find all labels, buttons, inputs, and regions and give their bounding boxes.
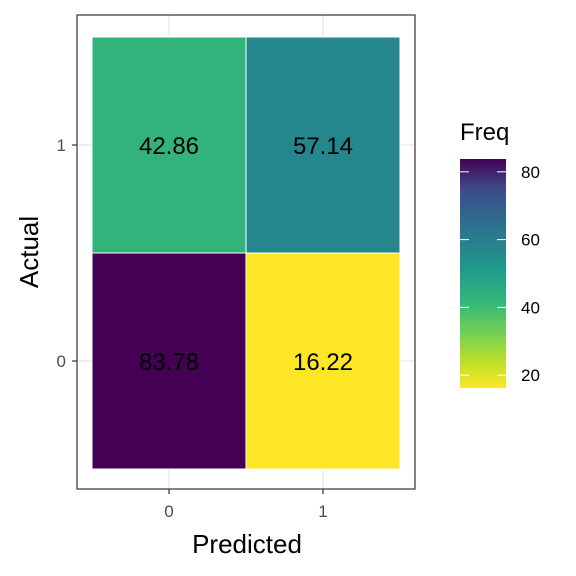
x-axis-title: Predicted — [192, 529, 302, 559]
legend-colorbar — [460, 159, 506, 388]
legend-tick-label: 60 — [521, 231, 540, 250]
legend: Freq 20 40 60 80 — [460, 119, 540, 388]
heatmap-cell-1-1 — [245, 36, 401, 254]
legend-tick-label: 40 — [521, 298, 540, 317]
heatmap-cell-1-0 — [245, 252, 401, 470]
cell-label-0-1: 42.86 — [139, 133, 199, 160]
legend-title: Freq — [460, 119, 509, 146]
y-axis-title: Actual — [14, 216, 44, 288]
y-tick-label: 1 — [57, 136, 66, 155]
legend-tick-label: 80 — [521, 163, 540, 182]
legend-tick-label: 20 — [521, 366, 540, 385]
y-axis: 01 — [57, 136, 77, 371]
panel-border — [76, 14, 416, 490]
x-tick-label: 0 — [164, 502, 173, 521]
heatmap-cells: 42.86 57.14 83.78 16.22 — [76, 14, 416, 490]
y-tick-label: 0 — [57, 352, 66, 371]
cell-label-0-0: 83.78 — [139, 349, 199, 376]
legend-ticks: 20 40 60 80 — [460, 163, 540, 385]
heatmap-cell-0-0 — [91, 252, 247, 470]
cell-label-1-0: 16.22 — [293, 349, 353, 376]
x-tick-label: 1 — [318, 502, 327, 521]
cell-label-1-1: 57.14 — [293, 133, 353, 160]
